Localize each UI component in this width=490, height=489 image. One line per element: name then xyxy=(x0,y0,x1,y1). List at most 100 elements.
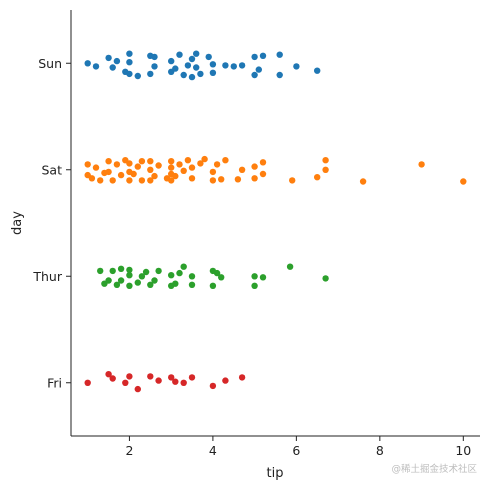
data-point-thur xyxy=(155,267,162,275)
data-point-sat xyxy=(289,177,296,184)
data-point-sat xyxy=(84,161,91,168)
data-point-sun xyxy=(193,64,200,71)
data-point-sat xyxy=(168,158,175,165)
data-point-sun xyxy=(293,63,300,70)
data-point-sun xyxy=(172,65,179,72)
data-point-thur xyxy=(147,281,154,288)
data-point-sun xyxy=(188,55,196,63)
data-point-sat xyxy=(418,161,425,168)
data-point-sun xyxy=(209,69,217,77)
data-point-sat xyxy=(155,162,162,169)
x-tick-label: 8 xyxy=(376,443,384,458)
data-point-sat xyxy=(88,175,96,182)
data-point-fri xyxy=(147,373,154,380)
data-point-sat xyxy=(251,175,258,182)
data-point-sat xyxy=(359,178,367,185)
data-point-sat xyxy=(213,161,221,168)
data-point-thur xyxy=(117,265,125,272)
data-point-sun xyxy=(197,70,204,78)
data-point-thur xyxy=(117,277,125,284)
data-point-thur xyxy=(134,279,141,286)
data-point-sat xyxy=(138,177,146,184)
y-tick-label-fri: Fri xyxy=(47,375,62,390)
data-point-sat xyxy=(109,177,116,184)
data-point-sat xyxy=(259,159,267,166)
data-point-sat xyxy=(322,166,329,173)
data-point-thur xyxy=(180,263,187,270)
data-point-fri xyxy=(172,378,179,385)
data-point-sun xyxy=(113,57,121,65)
data-point-sun xyxy=(126,70,133,78)
data-point-sun xyxy=(251,53,258,61)
data-point-sat xyxy=(197,160,204,167)
data-point-sat xyxy=(234,176,242,183)
data-point-sun xyxy=(230,63,237,70)
data-point-sun xyxy=(168,57,175,65)
data-point-sat xyxy=(105,168,112,176)
data-point-sun xyxy=(147,70,154,78)
data-point-sat xyxy=(126,160,133,167)
data-point-sat xyxy=(97,177,104,184)
data-point-sun xyxy=(84,60,91,67)
data-point-sat xyxy=(259,170,267,178)
x-tick-label: 10 xyxy=(455,443,471,458)
data-point-sat xyxy=(134,163,141,170)
data-point-sun xyxy=(105,54,112,62)
data-point-sun xyxy=(276,51,283,58)
data-point-sat xyxy=(117,171,125,179)
data-point-thur xyxy=(172,280,179,287)
data-point-fri xyxy=(122,379,129,386)
data-point-thur xyxy=(142,268,150,276)
data-point-sun xyxy=(126,59,133,66)
data-point-sun xyxy=(109,64,116,71)
data-point-fri xyxy=(84,379,91,386)
data-point-sat xyxy=(209,168,217,176)
data-point-sat xyxy=(130,170,137,178)
data-point-sun xyxy=(184,62,192,69)
data-point-thur xyxy=(286,263,294,270)
data-point-sat xyxy=(180,167,187,174)
data-point-thur xyxy=(126,272,133,279)
data-point-sat xyxy=(92,164,100,171)
data-point-sat xyxy=(126,177,133,184)
data-point-sat xyxy=(222,157,229,164)
data-point-sun xyxy=(251,71,258,79)
x-axis-label: tip xyxy=(267,466,284,481)
data-point-sat xyxy=(113,161,121,168)
data-point-sun xyxy=(92,63,100,70)
data-point-fri xyxy=(180,379,187,386)
data-point-thur xyxy=(176,269,183,277)
data-point-thur xyxy=(109,267,116,275)
data-point-thur xyxy=(218,274,225,281)
data-point-thur xyxy=(322,275,329,282)
points-layer xyxy=(84,50,467,393)
data-point-thur xyxy=(188,273,196,280)
data-point-sun xyxy=(209,61,217,68)
data-point-sun xyxy=(259,52,267,59)
data-point-sat xyxy=(460,178,467,185)
data-point-sun xyxy=(151,63,158,70)
data-point-fri xyxy=(168,374,175,381)
data-point-sat xyxy=(147,177,154,184)
data-point-thur xyxy=(188,281,196,288)
data-point-sun xyxy=(151,53,158,61)
data-point-sun xyxy=(205,53,212,61)
data-point-fri xyxy=(126,373,133,380)
data-point-thur xyxy=(151,277,158,284)
data-point-fri xyxy=(209,382,217,390)
data-point-sat xyxy=(147,166,154,173)
data-point-thur xyxy=(251,273,258,280)
data-point-sun xyxy=(126,50,133,57)
y-tick-label-sun: Sun xyxy=(38,56,62,71)
data-point-thur xyxy=(168,272,175,279)
data-point-sat xyxy=(105,158,112,165)
data-point-sun xyxy=(222,62,229,69)
data-point-fri xyxy=(188,374,196,381)
data-point-sat xyxy=(168,177,175,184)
watermark-text: @稀土掘金技术社区 xyxy=(391,463,477,475)
data-point-sun xyxy=(276,71,283,79)
x-ticks: 2 4 6 8 10 xyxy=(125,436,471,458)
data-point-sat xyxy=(209,177,217,184)
data-point-thur xyxy=(105,277,112,284)
